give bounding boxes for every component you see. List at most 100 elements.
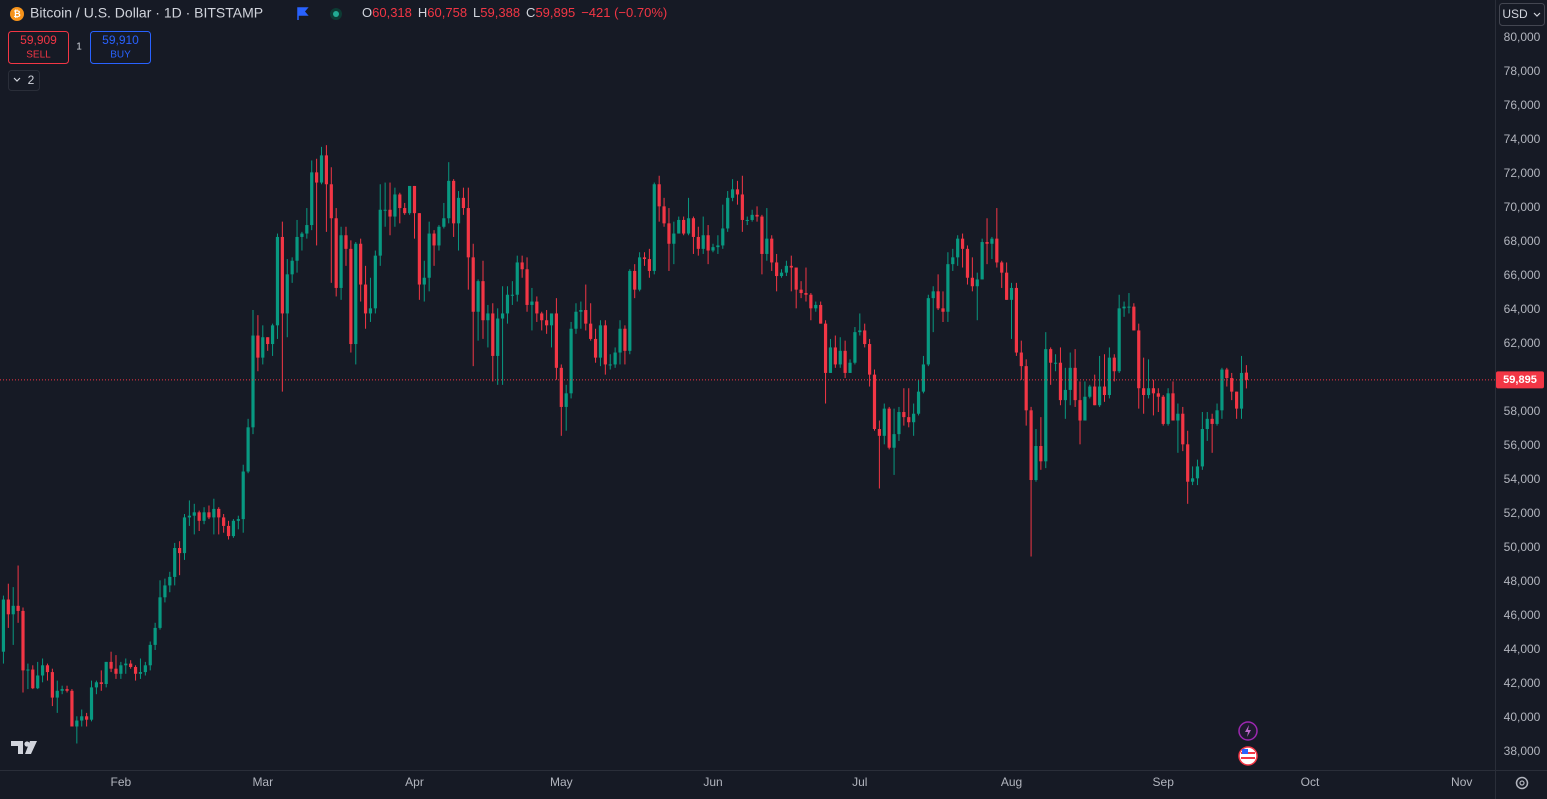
last-price-label: 59,895 [1503,374,1537,386]
candle-body [770,238,774,263]
candle-body [535,301,539,314]
candle-body [251,335,255,428]
candle-body [85,716,89,720]
candle-body [877,429,881,436]
candle-body [814,304,818,309]
logo [11,741,37,754]
candle-body [848,362,852,373]
ohlc-key: H [418,5,427,20]
candle-body [956,238,960,258]
candle-body [863,330,867,345]
candle-body [476,281,480,312]
bitcoin-icon [10,7,24,21]
candle-body [217,508,221,518]
candle-body [1230,378,1234,392]
candle-body [1034,446,1038,481]
candle-body [672,233,676,244]
candle-body [686,218,691,234]
candle-body [593,338,598,358]
candle-body [158,597,162,628]
settings-icon[interactable] [1515,776,1529,790]
candle-body [897,412,901,435]
candle-body [652,184,656,271]
candle-body [1244,372,1249,380]
candle-body [192,512,196,516]
candle-body [202,512,206,521]
candle-body [1142,388,1146,396]
candle-body [936,291,940,309]
candle-body [1073,367,1077,401]
candle-body [378,209,382,256]
candle-body [711,247,715,251]
candle-body [270,325,275,345]
candle-body [559,367,563,407]
quantity: 1 [76,42,82,53]
x-tick-label: Feb [111,775,132,789]
candle-body [564,393,568,407]
candle-body [275,236,280,326]
candle-body [427,233,431,278]
candle-body [437,226,441,246]
y-tick-label: 64,000 [1504,302,1541,316]
candle-body [471,257,475,312]
candle-body [432,233,436,246]
candle-body [466,208,470,258]
sell-button[interactable] [8,31,69,64]
y-tick-label: 46,000 [1504,608,1541,622]
candle-body [828,347,833,373]
candle-body [236,519,240,521]
candle-body [266,337,270,345]
symbol-title[interactable]: Bitcoin / U.S. Dollar · 1D · BITSTAMP [30,5,263,21]
candle-body [946,264,950,312]
candle-body [735,189,740,195]
candle-body [633,270,637,290]
x-tick-label: Nov [1451,775,1472,789]
candle-body [80,716,84,721]
indicators-toggle[interactable] [8,70,40,91]
candle-body [1225,369,1229,379]
candle-body [1239,372,1244,409]
candle-body [1083,396,1087,421]
candle-body [745,219,749,221]
candle-body [6,599,10,615]
candle-body [1200,429,1204,467]
x-tick-label: Apr [405,775,424,789]
candle-body [383,209,387,211]
candle-body [182,517,187,554]
candle-body [398,194,402,209]
candle-body [926,298,930,365]
y-tick-label: 74,000 [1504,132,1541,146]
candle-body [70,690,74,727]
candle-body [388,209,392,217]
candle-body [637,257,642,290]
candle-body [662,206,666,224]
candle-body [26,669,30,671]
candle-body [809,294,813,309]
candle-body [442,218,446,227]
candle-body [486,313,490,321]
candle-body [1195,466,1200,479]
chevron [13,77,21,82]
candle-body [1112,357,1116,372]
candle-body [21,610,25,671]
candle-body [1102,386,1107,396]
candle-body [779,272,784,277]
candle-body [226,525,231,537]
y-tick-label: 44,000 [1504,642,1541,656]
flag-icon[interactable] [297,7,309,20]
candle-body [931,291,935,299]
candle-body [207,512,211,518]
candle-body [892,434,896,448]
y-tick-label: 38,000 [1504,744,1541,758]
candle-body [60,689,64,691]
buy-button[interactable] [90,31,151,64]
candle-body [1205,418,1209,430]
candle-body [461,197,466,209]
candle-body [1053,362,1058,364]
candle-body [520,262,524,270]
candle-body [613,352,617,365]
candle-body [916,391,921,414]
currency-button[interactable] [1499,3,1545,26]
